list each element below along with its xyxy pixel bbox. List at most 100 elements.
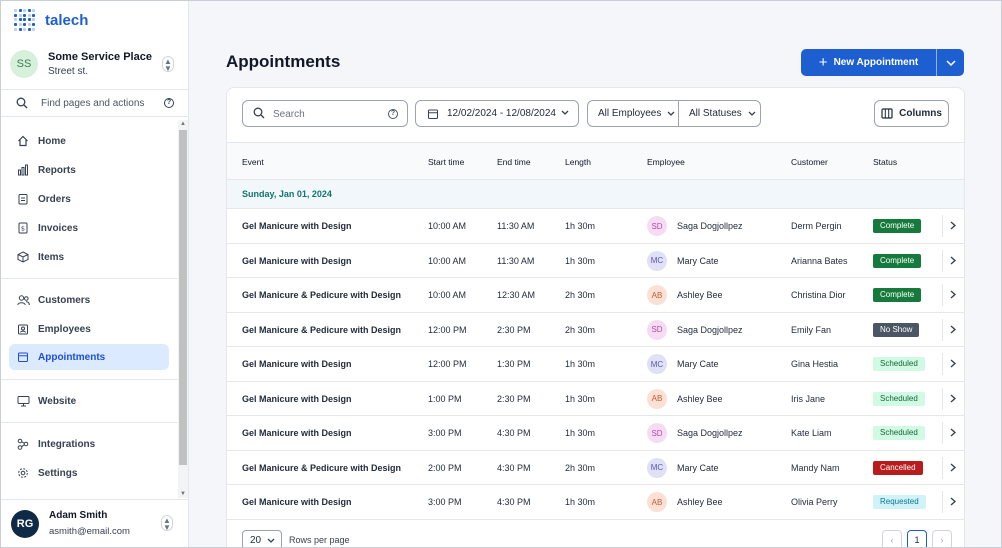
users-icon [16,293,30,307]
sidebar-item-website[interactable]: Website [9,388,169,414]
page-button-current[interactable]: 1 [907,530,927,548]
chevron-right-icon[interactable] [950,221,956,230]
up-down-chevron-icon: ▲ ▼ [161,515,173,532]
table-row[interactable]: Gel Manicure with Design 10:00 AM 11:30 AM… [227,244,964,278]
column-header-length[interactable]: Length [565,157,591,167]
nav-divider [0,278,178,279]
scroll-up-arrow-icon[interactable]: ▲ [180,121,186,127]
sidebar-item-invoices[interactable]: $ Invoices [9,215,169,241]
svg-text:$: $ [21,225,25,233]
chevron-right-icon[interactable] [950,497,956,506]
status-badge: Cancelled [873,460,923,475]
employee-name: Saga Dogjollpez [677,221,743,231]
length: 1h 30m [565,359,596,369]
sidebar-item-customers[interactable]: Customers [9,287,169,313]
sidebar-item-appointments[interactable]: Appointments [9,344,169,370]
start-time: 10:00 AM [428,221,467,231]
table-row[interactable]: Gel Manicure & Pedicure with Design 12:00… [227,313,964,347]
location-name: Some Service Place [48,51,152,63]
chevron-down-icon [945,59,956,66]
talech-logo-icon [14,9,36,31]
event-name: Gel Manicure with Design [242,255,352,266]
rows-per-page-select[interactable]: 20 [242,530,282,548]
statuses-filter-value: All Statuses [689,108,742,119]
status-badge: Scheduled [873,391,925,406]
sidebar-item-settings[interactable]: Settings [9,460,169,486]
chevron-right-icon[interactable] [950,428,956,437]
up-down-chevron-icon: ▲ ▼ [162,56,174,73]
help-icon[interactable]: ? [388,109,398,119]
table-row[interactable]: Gel Manicure with Design 1:00 PM 2:30 PM 1h… [227,382,964,416]
statuses-filter[interactable]: All Statuses [679,101,760,126]
length: 1h 30m [565,221,596,231]
location-switcher[interactable]: SS Some Service Place Street st. ▲ ▼ [10,47,178,81]
invoice-icon: $ [16,221,30,235]
length: 2h 30m [565,462,596,473]
start-time: 10:00 AM [428,255,467,266]
sidebar-item-integrations[interactable]: Integrations [9,431,169,457]
table-row[interactable]: Gel Manicure & Pedicure with Design 2:00 … [227,451,964,485]
chevron-down-icon [667,111,675,116]
prev-page-button[interactable]: ‹ [882,530,902,548]
sidebar-item-label: Orders [38,193,71,205]
table-row[interactable]: Gel Manicure with Design 3:00 PM 4:30 PM 1h… [227,416,964,451]
help-icon[interactable]: ? [164,98,174,108]
customer-name: Olivia Perry [791,497,838,507]
table-row[interactable]: Gel Manicure with Design 12:00 PM 1:30 PM 1… [227,347,964,382]
sidebar-item-orders[interactable]: Orders [9,186,169,212]
sidebar-item-label: Reports [38,164,76,176]
appointments-card: Search ? 12/02/2024 - 12/08/2024 All Emp… [226,87,965,548]
sidebar-item-reports[interactable]: Reports [9,157,169,183]
new-appointment-dropdown-button[interactable] [937,49,964,76]
employee-avatar: MC [647,250,667,271]
row-divider [942,215,943,237]
sidebar-item-employees[interactable]: Employees [9,316,169,342]
user-name: Adam Smith [49,510,108,521]
chevron-right-icon[interactable] [950,324,956,334]
columns-icon [881,108,893,119]
sidebar-item-home[interactable]: Home [9,128,169,154]
date-group-label: Sunday, Jan 01, 2024 [242,189,332,199]
chevron-right-icon[interactable] [950,290,956,299]
employee-name: Ashley Bee [677,497,723,507]
sidebar-scrollbar[interactable]: ▲ ▼ [178,120,188,498]
chevron-right-icon[interactable] [950,393,956,403]
sidebar-item-label: Invoices [38,222,79,234]
table-row[interactable]: Gel Manicure with Design 3:00 PM 4:30 PM 1h… [227,485,964,520]
column-header-employee[interactable]: Employee [647,157,685,167]
chevron-right-icon[interactable] [950,462,956,472]
sidebar-item-items[interactable]: Items [9,244,169,270]
column-header-event[interactable]: Event [242,157,264,167]
end-time: 11:30 AM [497,221,535,231]
end-time: 2:30 PM [497,393,531,404]
employee-name: Mary Cate [677,255,719,266]
date-range-picker[interactable]: 12/02/2024 - 12/08/2024 [415,100,579,127]
scroll-down-arrow-icon[interactable]: ▼ [180,491,186,497]
search-icon [253,107,265,119]
table-row[interactable]: Gel Manicure & Pedicure with Design 10:00… [227,278,964,313]
column-header-status[interactable]: Status [873,157,898,167]
location-address: Street st. [48,66,89,77]
column-header-end-time[interactable]: End time [497,157,531,167]
page-title: Appointments [226,52,341,71]
scrollbar-thumb[interactable] [179,130,187,465]
logo[interactable]: talech [14,9,88,31]
column-header-start-time[interactable]: Start time [428,157,465,167]
table-toolbar: Search ? 12/02/2024 - 12/08/2024 All Emp… [227,88,964,143]
id-badge-icon [16,322,30,336]
column-header-customer[interactable]: Customer [791,157,828,167]
columns-button[interactable]: Columns [874,100,949,127]
next-page-button[interactable]: › [932,530,952,548]
sidebar-item-label: Integrations [38,438,96,450]
employees-filter[interactable]: All Employees [588,101,679,126]
search-input[interactable]: Search ? [242,100,408,127]
employee-avatar: SD [647,319,667,340]
chevron-right-icon[interactable] [950,359,956,368]
chevron-right-icon[interactable] [950,255,956,265]
find-pages-search[interactable]: Find pages and actions ? [0,89,189,117]
new-appointment-button[interactable]: + New Appointment [801,49,936,76]
end-time: 12:30 AM [497,290,536,300]
sidebar: talech SS Some Service Place Street st. … [0,0,189,548]
user-menu[interactable]: RG Adam Smith asmith@email.com ▲ ▼ [0,499,189,548]
table-row[interactable]: Gel Manicure with Design 10:00 AM 11:30 AM… [227,209,964,244]
